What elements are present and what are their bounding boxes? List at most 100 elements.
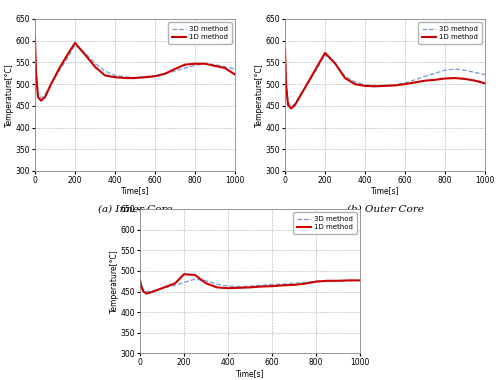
1D method (164, 284, 170, 289)
3D method (222, 65, 228, 69)
Legend: 3D method, 1D method: 3D method, 1D method (168, 22, 232, 43)
3D method (164, 285, 170, 290)
Text: (b) Outer Core: (b) Outer Core (346, 204, 424, 214)
3D method (288, 105, 294, 109)
3D method (462, 68, 468, 73)
3D method (140, 287, 146, 292)
1D method (33, 71, 39, 76)
1D method (392, 83, 398, 88)
3D method (258, 283, 264, 288)
1D method (247, 285, 253, 290)
Line: 1D method: 1D method (140, 274, 360, 294)
1D method (269, 284, 275, 288)
1D method (102, 73, 108, 78)
1D method (452, 76, 458, 80)
3D method (313, 279, 319, 283)
Legend: 3D method, 1D method: 3D method, 1D method (294, 212, 356, 233)
Y-axis label: Temperature[°C]: Temperature[°C] (110, 249, 119, 313)
3D method (236, 284, 242, 289)
3D method (33, 65, 39, 69)
3D method (132, 75, 138, 80)
3D method (92, 61, 98, 66)
1D method (412, 80, 418, 85)
3D method (314, 66, 320, 71)
3D method (352, 80, 358, 84)
3D method (372, 83, 378, 88)
3D method (269, 282, 275, 287)
1D method (442, 76, 448, 81)
1D method (292, 103, 298, 107)
Line: 3D method: 3D method (285, 49, 485, 107)
1D method (214, 285, 220, 290)
Line: 3D method: 3D method (35, 38, 235, 98)
1D method (222, 66, 228, 70)
3D method (203, 279, 209, 283)
3D method (214, 282, 220, 287)
3D method (322, 52, 328, 57)
3D method (335, 279, 341, 283)
1D method (472, 78, 478, 83)
1D method (462, 77, 468, 81)
1D method (182, 62, 188, 67)
1D method (35, 95, 41, 100)
3D method (482, 72, 488, 77)
3D method (144, 289, 150, 294)
3D method (48, 82, 54, 86)
3D method (148, 289, 154, 294)
1D method (324, 279, 330, 283)
1D method (202, 62, 208, 66)
Line: 1D method: 1D method (285, 49, 485, 108)
1D method (482, 81, 488, 86)
3D method (172, 283, 178, 288)
3D method (137, 278, 143, 282)
1D method (288, 106, 294, 111)
1D method (283, 82, 289, 86)
1D method (72, 41, 78, 45)
3D method (342, 74, 348, 79)
3D method (442, 68, 448, 73)
1D method (162, 71, 168, 76)
1D method (236, 285, 242, 290)
1D method (144, 291, 150, 296)
1D method (291, 283, 297, 287)
3D method (285, 99, 291, 104)
1D method (372, 84, 378, 89)
X-axis label: Time[s]: Time[s] (370, 186, 400, 195)
3D method (82, 51, 88, 55)
3D method (282, 47, 288, 52)
3D method (357, 278, 363, 283)
1D method (346, 278, 352, 283)
3D method (298, 92, 304, 96)
1D method (192, 62, 198, 66)
3D method (142, 74, 148, 79)
1D method (432, 78, 438, 82)
3D method (102, 69, 108, 73)
3D method (332, 61, 338, 66)
3D method (162, 71, 168, 76)
1D method (422, 78, 428, 83)
1D method (314, 65, 320, 69)
1D method (335, 279, 341, 283)
3D method (72, 43, 78, 48)
3D method (432, 71, 438, 76)
3D method (192, 63, 198, 68)
1D method (402, 82, 408, 86)
1D method (212, 63, 218, 68)
1D method (332, 61, 338, 66)
3D method (42, 93, 48, 97)
3D method (412, 78, 418, 82)
1D method (92, 65, 98, 69)
3D method (122, 74, 128, 79)
3D method (392, 82, 398, 87)
3D method (38, 96, 44, 100)
1D method (181, 272, 187, 277)
3D method (181, 280, 187, 285)
3D method (64, 57, 70, 61)
Y-axis label: Temperature[°C]: Temperature[°C] (255, 63, 264, 127)
1D method (258, 284, 264, 289)
X-axis label: Time[s]: Time[s] (236, 369, 264, 378)
1D method (140, 289, 146, 294)
1D method (203, 281, 209, 285)
1D method (122, 76, 128, 80)
X-axis label: Time[s]: Time[s] (120, 186, 150, 195)
